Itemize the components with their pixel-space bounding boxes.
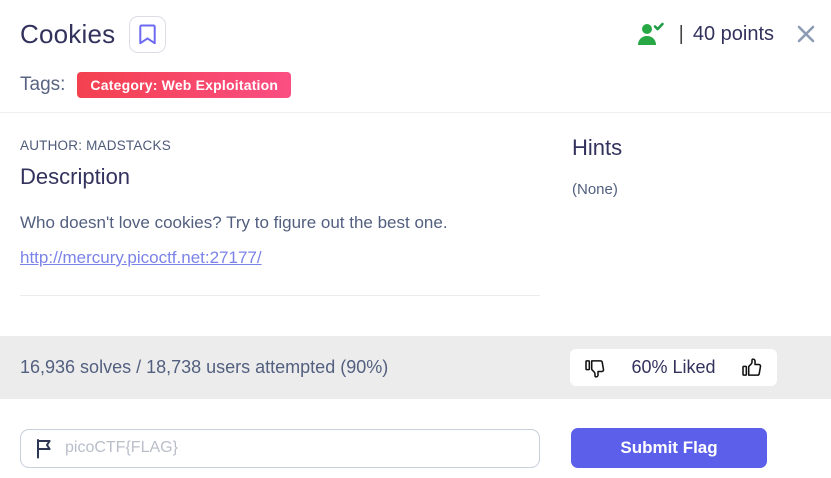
close-button[interactable] <box>797 25 815 43</box>
liked-box: 60% Liked <box>570 349 777 386</box>
description-heading: Description <box>20 164 131 189</box>
points-separator: | <box>678 22 684 45</box>
description-column: AUTHOR: MADSTACKS Description Who doesn'… <box>20 113 540 336</box>
modal-header: Cookies | 40 points <box>0 0 831 53</box>
hints-empty-label: (None) <box>572 181 618 198</box>
page-title: Cookies <box>20 18 116 49</box>
points-label: 40 points <box>692 22 774 45</box>
author-label: AUTHOR: MADSTACKS <box>20 138 171 153</box>
flag-input-wrap <box>20 428 540 468</box>
liked-percentage: 60% Liked <box>631 357 716 377</box>
tags-row: Tags: Category: Web Exploitation <box>0 72 831 98</box>
challenge-link[interactable]: http://mercury.picoctf.net:27177/ <box>20 248 262 267</box>
thumbs-down-button[interactable] <box>584 357 606 379</box>
flag-input[interactable] <box>20 428 540 468</box>
stats-band: 16,936 solves / 18,738 users attempted (… <box>0 336 831 399</box>
bookmark-button[interactable] <box>129 15 167 53</box>
header-right: | 40 points <box>636 21 815 47</box>
bookmark-icon <box>139 24 157 45</box>
thumbs-down-icon <box>584 357 606 379</box>
submit-flag-button[interactable]: Submit Flag <box>571 428 767 468</box>
thumbs-up-icon <box>741 357 763 379</box>
solves-stats: 16,936 solves / 18,738 users attempted (… <box>20 357 389 377</box>
solved-user-icon <box>636 21 666 47</box>
content-area: AUTHOR: MADSTACKS Description Who doesn'… <box>0 113 831 336</box>
hints-heading: Hints <box>572 135 623 160</box>
title-group: Cookies <box>20 15 167 53</box>
tag-badge-category[interactable]: Category: Web Exploitation <box>77 72 292 98</box>
header-divider <box>0 112 831 113</box>
flag-submit-row: Submit Flag <box>0 428 831 468</box>
tags-label: Tags: <box>20 74 66 95</box>
description-divider <box>20 295 540 296</box>
close-icon <box>797 25 815 43</box>
description-text: Who doesn't love cookies? Try to figure … <box>20 213 448 232</box>
thumbs-up-button[interactable] <box>741 357 763 379</box>
hints-column: Hints (None) <box>572 113 811 336</box>
